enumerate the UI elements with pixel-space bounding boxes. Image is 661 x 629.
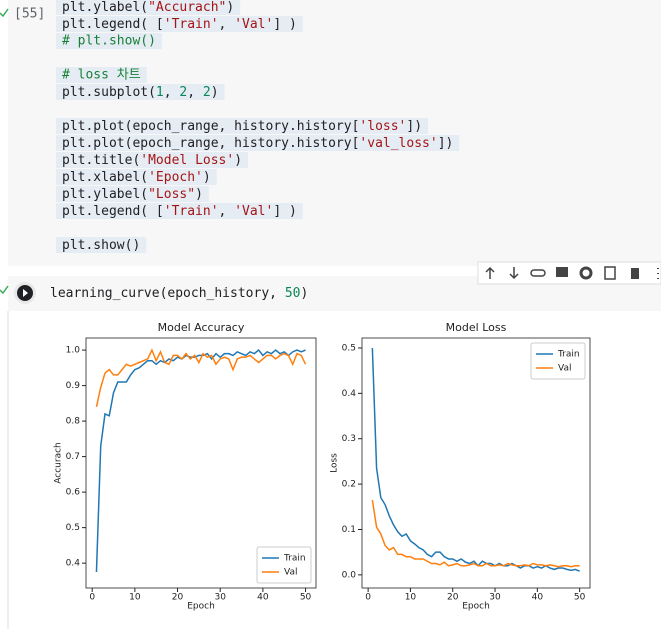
x-tick-label: 10 [129,593,141,603]
legend-box [530,342,586,380]
y-tick-label: 0.6 [66,488,81,498]
code-line: plt.plot(epoch_range, history.history['v… [62,136,453,151]
x-tick-label: 30 [214,593,226,603]
run-button-play[interactable] [23,289,28,297]
run-check [0,8,9,18]
y-tick-label: 1.0 [66,346,81,356]
run-check [0,285,9,295]
x-tick-label: 0 [365,593,371,603]
x-tick-label: 50 [574,593,586,603]
y-tick-label: 0.0 [342,570,357,580]
line-highlight [56,16,303,32]
x-tick-label: 0 [89,593,95,603]
settings[interactable] [579,266,593,280]
cell-2-code: learning_curve(epoch_history, 50) [50,286,308,301]
line-highlight [56,135,460,151]
line-highlight [56,237,147,253]
y-axis-label: Accurach [54,442,64,483]
line-highlight [56,118,429,134]
code-line: plt.subplot(1, 2, 2) [62,85,219,100]
mirror[interactable] [604,266,616,280]
y-tick-label: 0.1 [342,525,356,535]
move-down[interactable] [509,267,519,280]
code-line: # plt.show() [62,34,156,49]
axes-frame [361,337,591,589]
chart-title: Model Loss [446,321,507,334]
series-line [371,347,580,572]
move-up[interactable] [485,266,495,279]
legend-label: Train [283,554,306,564]
y-tick-label: 0.8 [66,417,81,427]
x-axis-label: Epoch [187,602,215,612]
series-line [371,499,580,568]
x-tick-label: 40 [257,593,269,603]
y-tick-label: 0.5 [342,343,356,353]
y-tick-label: 0.5 [66,523,80,533]
code-line: plt.legend( ['Train', 'Val'] ) [62,17,297,32]
x-axis-label: Epoch [462,602,490,612]
x-tick-label: 40 [532,593,544,603]
delete[interactable] [631,268,639,279]
cell-toolbar [477,261,661,285]
link[interactable] [530,269,546,277]
series-line [95,349,306,573]
line-highlight [56,0,241,15]
y-tick-label: 0.9 [66,381,81,391]
y-tick-label: 0.2 [342,480,356,490]
line-highlight [56,84,225,100]
axes-frame [85,337,317,589]
y-tick-label: 0.7 [66,452,80,462]
x-tick-label: 30 [489,593,501,603]
code-line: plt.show() [62,238,140,253]
line-highlight [56,33,162,49]
code-line: plt.legend( ['Train', 'Val'] ) [62,204,297,219]
line-highlight [56,203,303,219]
code-line: plt.plot(epoch_range, history.history['l… [62,119,422,134]
series-line [95,348,307,408]
y-tick-label: 0.3 [342,434,356,444]
chart-title: Model Accuracy [158,321,245,334]
x-tick-label: 50 [300,593,312,603]
code-line: plt.xlabel('Epoch') [62,170,211,185]
legend-label: Val [284,568,297,578]
execution-count: [55] [14,7,45,22]
legend-label: Val [558,364,571,374]
x-tick-label: 20 [172,593,184,603]
comment[interactable] [556,267,568,277]
code-line: plt.ylabel("Loss") [62,187,203,202]
legend-label: Train [557,350,580,360]
y-tick-label: 0.4 [342,389,357,399]
legend-box [256,546,312,584]
code-line: plt.title('Model Loss') [62,153,242,168]
line-highlight [56,67,147,83]
line-highlight [56,169,217,185]
code-line: # loss 차트 [62,68,141,83]
line-highlight [56,186,209,202]
x-tick-label: 10 [405,593,417,603]
y-axis-label: Loss [330,453,340,473]
y-tick-label: 0.4 [66,559,81,569]
line-highlight [56,152,249,168]
x-tick-label: 20 [447,593,459,603]
code-line: plt.ylabel("Accurach") [62,0,234,15]
